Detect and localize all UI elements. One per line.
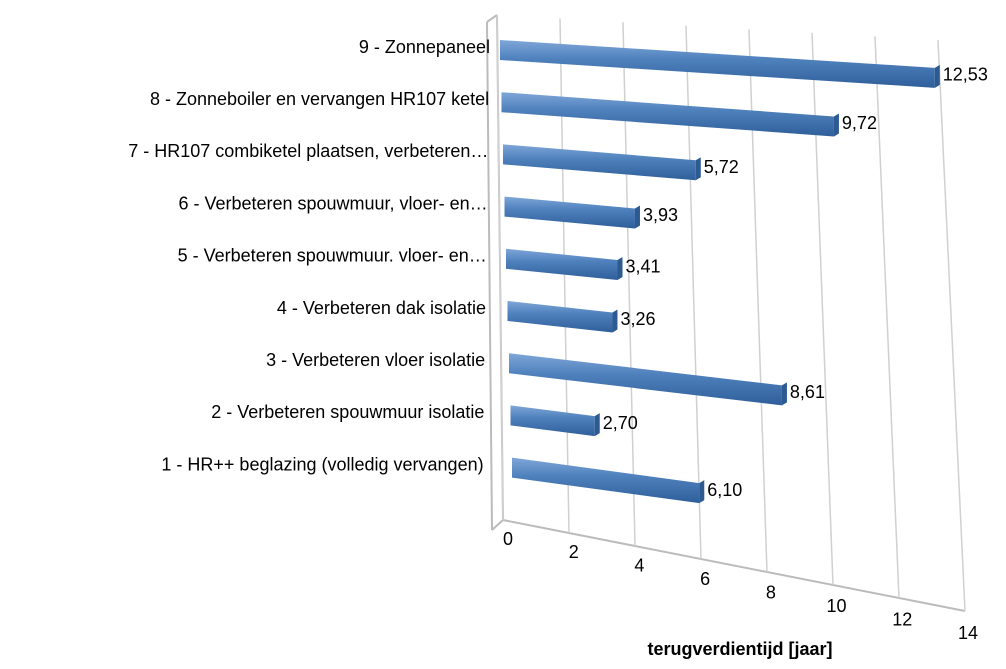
y-tick-label: 8 - Zonneboiler en vervangen HR107 ketel [150, 89, 489, 109]
value-label: 3,26 [620, 309, 655, 329]
grid-line [496, 14, 504, 521]
value-label: 3,41 [626, 257, 661, 277]
axis-wall [486, 14, 498, 23]
bar [507, 301, 613, 333]
bar [509, 353, 782, 406]
axis-wall [491, 519, 504, 531]
axis-wall [486, 21, 493, 531]
bar [500, 40, 935, 88]
bar-end [634, 205, 640, 229]
x-tick-label: 4 [634, 556, 644, 576]
y-tick-label: 3 - Verbeteren vloer isolatie [266, 350, 485, 370]
grid-line [874, 36, 900, 599]
grid-line [937, 39, 966, 612]
value-label: 5,72 [704, 157, 739, 177]
value-label: 3,93 [643, 205, 678, 225]
grid-line [622, 22, 636, 547]
bar-end [833, 113, 839, 137]
value-label: 12,53 [943, 65, 988, 85]
bar [506, 248, 618, 280]
y-tick-label: 9 - Zonnepaneel [359, 37, 490, 57]
y-tick-label: 7 - HR107 combiketel plaatsen, verbetere… [128, 141, 488, 161]
value-label: 2,70 [603, 413, 638, 433]
value-label: 9,72 [842, 113, 877, 133]
value-label: 8,61 [790, 382, 825, 402]
grid-line [559, 18, 570, 534]
bar [504, 196, 635, 229]
bar-end [695, 157, 701, 181]
y-tick-label: 5 - Verbeteren spouwmuur. vloer- en… [178, 246, 487, 266]
x-tick-label: 10 [827, 596, 847, 616]
bar-end [612, 309, 618, 333]
bar-end [594, 413, 600, 437]
x-tick-label: 14 [958, 623, 978, 643]
bar [503, 144, 696, 181]
bar-end [934, 64, 940, 88]
bar-end [617, 256, 623, 280]
x-tick-label: 12 [892, 609, 912, 629]
bar [512, 457, 700, 504]
bar-end [781, 382, 787, 406]
bar [510, 405, 595, 437]
y-tick-label: 2 - Verbeteren spouwmuur isolatie [211, 402, 484, 422]
bar [501, 92, 834, 137]
y-tick-label: 1 - HR++ beglazing (volledig vervangen) [161, 454, 483, 474]
x-axis-title: terugverdientijd [jaar] [647, 639, 832, 659]
grid-line [685, 25, 702, 560]
value-label: 6,10 [707, 480, 742, 500]
bar-end [699, 480, 705, 504]
x-tick-label: 8 [766, 582, 776, 602]
x-tick-label: 2 [569, 542, 579, 562]
x-tick-label: 0 [503, 529, 513, 549]
x-tick-label: 6 [700, 569, 710, 589]
y-tick-label: 4 - Verbeteren dak isolatie [277, 298, 486, 318]
y-tick-label: 6 - Verbeteren spouwmuur, vloer- en… [178, 193, 487, 213]
